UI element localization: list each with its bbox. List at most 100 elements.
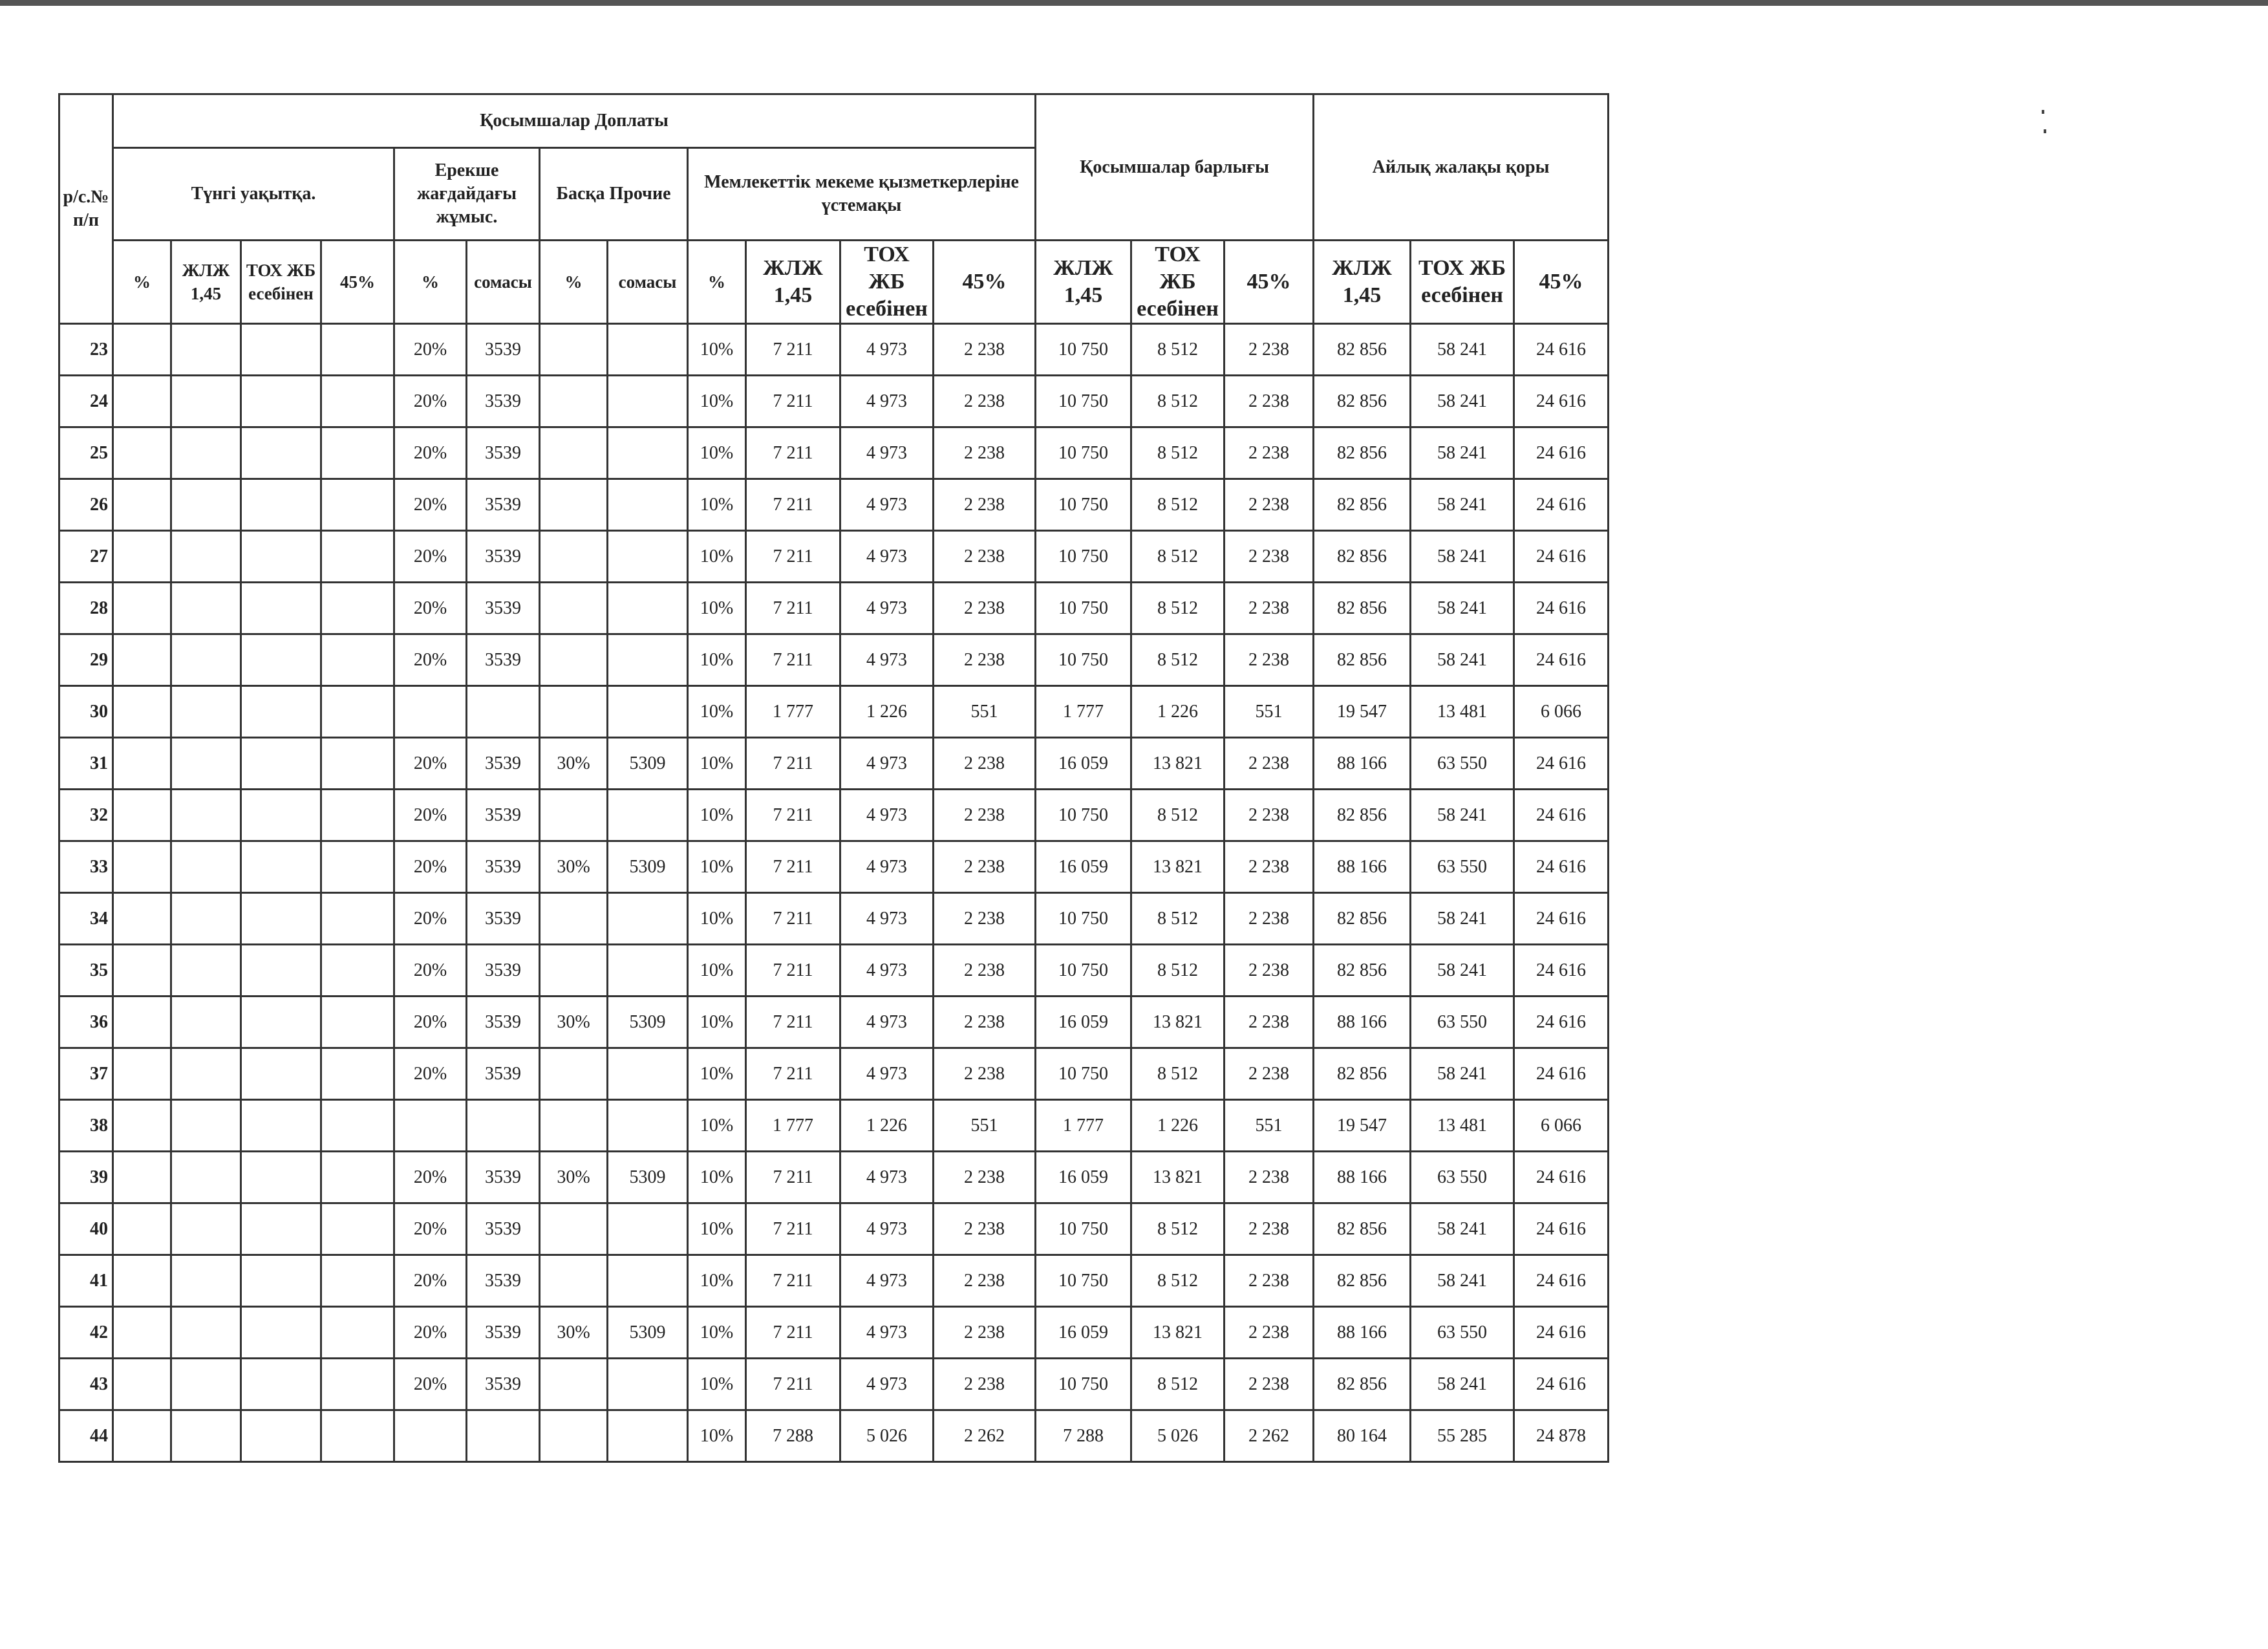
table-cell	[170, 1254, 242, 1308]
row-number-cell: 34	[58, 892, 114, 945]
table-cell: 24 616	[1513, 1306, 1610, 1359]
table-cell: 7 211	[745, 374, 841, 428]
row-number-cell: 39	[58, 1150, 114, 1204]
table-cell: 4 973	[839, 788, 934, 842]
table-cell: 10%	[687, 840, 747, 894]
table-cell	[240, 1306, 322, 1359]
table-cell	[170, 995, 242, 1049]
table-cell	[240, 478, 322, 532]
table-cell: 8 512	[1130, 633, 1226, 687]
table-cell: 10%	[687, 426, 747, 480]
col-mem-zhlzh: ЖЛЖ 1,45	[745, 239, 841, 325]
header-row-number: р/с.№ п/п	[58, 93, 114, 325]
table-cell: 1 777	[745, 685, 841, 738]
table-cell: 13 821	[1130, 840, 1226, 894]
payroll-table: р/с.№ п/п Қосымшалар Доплаты Қосымшалар …	[58, 93, 1610, 1463]
table-cell: 10 750	[1034, 1047, 1133, 1101]
table-cell	[240, 374, 322, 428]
table-cell	[112, 1150, 172, 1204]
table-cell	[240, 1047, 322, 1101]
table-cell	[112, 478, 172, 532]
table-cell: 63 550	[1409, 840, 1515, 894]
table-cell: 2 238	[1223, 892, 1315, 945]
table-cell: 10%	[687, 995, 747, 1049]
table-cell	[170, 943, 242, 997]
table-cell	[112, 581, 172, 635]
table-cell	[240, 426, 322, 480]
table-row: 33 20% 3539 30% 5309 10% 7 211 4 973 2 238 16 059…	[58, 840, 1610, 894]
table-cell: 10 750	[1034, 581, 1133, 635]
table-cell: 58 241	[1409, 892, 1515, 945]
table-cell: 82 856	[1312, 323, 1412, 376]
table-cell	[320, 892, 395, 945]
table-cell: 1 777	[1034, 685, 1133, 738]
table-cell: 63 550	[1409, 737, 1515, 790]
table-row: 30 10% 1 777 1 226 551 1 777 1 226 551 19 547 13 …	[58, 685, 1610, 738]
table-cell: 4 973	[839, 995, 934, 1049]
table-cell: 551	[1223, 685, 1315, 738]
table-cell: 2 238	[1223, 840, 1315, 894]
table-cell: 551	[1223, 1099, 1315, 1152]
table-cell	[320, 1409, 395, 1463]
table-cell: 24 616	[1513, 633, 1610, 687]
table-cell	[170, 685, 242, 738]
table-cell: 2 238	[932, 323, 1037, 376]
table-cell	[539, 1409, 608, 1463]
row-number-cell: 25	[58, 426, 114, 480]
table-cell: 7 288	[1034, 1409, 1133, 1463]
table-cell	[320, 788, 395, 842]
table-cell: 2 238	[932, 1254, 1037, 1308]
table-cell: 10%	[687, 737, 747, 790]
table-row: 36 20% 3539 30% 5309 10% 7 211 4 973 2 238 16 059…	[58, 995, 1610, 1049]
table-cell	[170, 1099, 242, 1152]
table-cell: 10 750	[1034, 1254, 1133, 1308]
table-cell: 16 059	[1034, 995, 1133, 1049]
table-cell: 2 238	[1223, 1306, 1315, 1359]
table-cell: 2 238	[932, 943, 1037, 997]
table-cell: 3539	[465, 737, 540, 790]
table-cell	[240, 1254, 322, 1308]
table-cell: 24 616	[1513, 892, 1610, 945]
table-cell	[240, 840, 322, 894]
table-cell	[606, 478, 689, 532]
table-cell	[240, 1357, 322, 1411]
table-cell	[606, 323, 689, 376]
table-cell: 30%	[539, 737, 608, 790]
table-cell	[320, 1150, 395, 1204]
table-cell: 3539	[465, 840, 540, 894]
table-cell: 10 750	[1034, 374, 1133, 428]
table-cell	[112, 374, 172, 428]
table-cell: 4 973	[839, 581, 934, 635]
table-cell: 20%	[393, 892, 467, 945]
col-mem-tox: ТОХ ЖБ есебінен	[839, 239, 934, 325]
table-cell: 8 512	[1130, 1254, 1226, 1308]
table-row: 38 10% 1 777 1 226 551 1 777 1 226 551 19 547 13 …	[58, 1099, 1610, 1152]
table-cell: 4 973	[839, 633, 934, 687]
table-cell: 10 750	[1034, 633, 1133, 687]
table-cell	[465, 1409, 540, 1463]
table-cell: 16 059	[1034, 840, 1133, 894]
table-cell: 7 211	[745, 478, 841, 532]
table-cell	[539, 1099, 608, 1152]
col-mem-pct: %	[687, 239, 747, 325]
table-cell: 10%	[687, 633, 747, 687]
table-cell	[539, 478, 608, 532]
col-mem-45: 45%	[932, 239, 1037, 325]
table-cell	[170, 323, 242, 376]
table-cell: 8 512	[1130, 1202, 1226, 1256]
table-cell	[606, 685, 689, 738]
table-cell: 4 973	[839, 323, 934, 376]
table-cell: 7 211	[745, 737, 841, 790]
table-cell: 58 241	[1409, 1357, 1515, 1411]
table-cell: 2 238	[1223, 323, 1315, 376]
table-cell: 7 211	[745, 840, 841, 894]
col-tungi-45: 45%	[320, 239, 395, 325]
table-cell: 2 238	[1223, 788, 1315, 842]
table-cell	[240, 788, 322, 842]
table-cell: 4 973	[839, 374, 934, 428]
table-cell: 8 512	[1130, 581, 1226, 635]
table-cell	[606, 633, 689, 687]
table-cell	[539, 788, 608, 842]
table-cell	[539, 1202, 608, 1256]
table-cell	[606, 892, 689, 945]
